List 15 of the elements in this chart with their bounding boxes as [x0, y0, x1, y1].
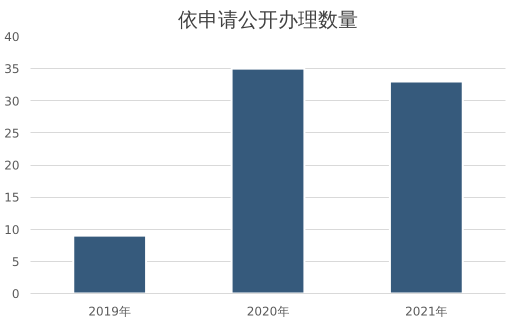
y-tick-label: 10	[4, 222, 20, 237]
y-tick-label: 30	[4, 94, 20, 108]
x-tick-label: 2019年	[88, 304, 131, 318]
bar	[72, 234, 148, 294]
y-tick-label: 25	[4, 126, 20, 140]
y-tick-label: 5	[12, 254, 20, 269]
y-tick-label: 35	[4, 62, 20, 76]
y-tick-label: 0	[12, 287, 20, 301]
chart-title: 依申请公开办理数量	[178, 8, 358, 32]
bar	[230, 68, 306, 294]
x-tick-label: 2021年	[405, 304, 448, 318]
y-tick-label: 20	[4, 158, 20, 172]
y-tick-label: 40	[4, 30, 20, 44]
y-tick-label: 15	[4, 190, 20, 205]
x-tick-label: 2020年	[246, 304, 290, 318]
